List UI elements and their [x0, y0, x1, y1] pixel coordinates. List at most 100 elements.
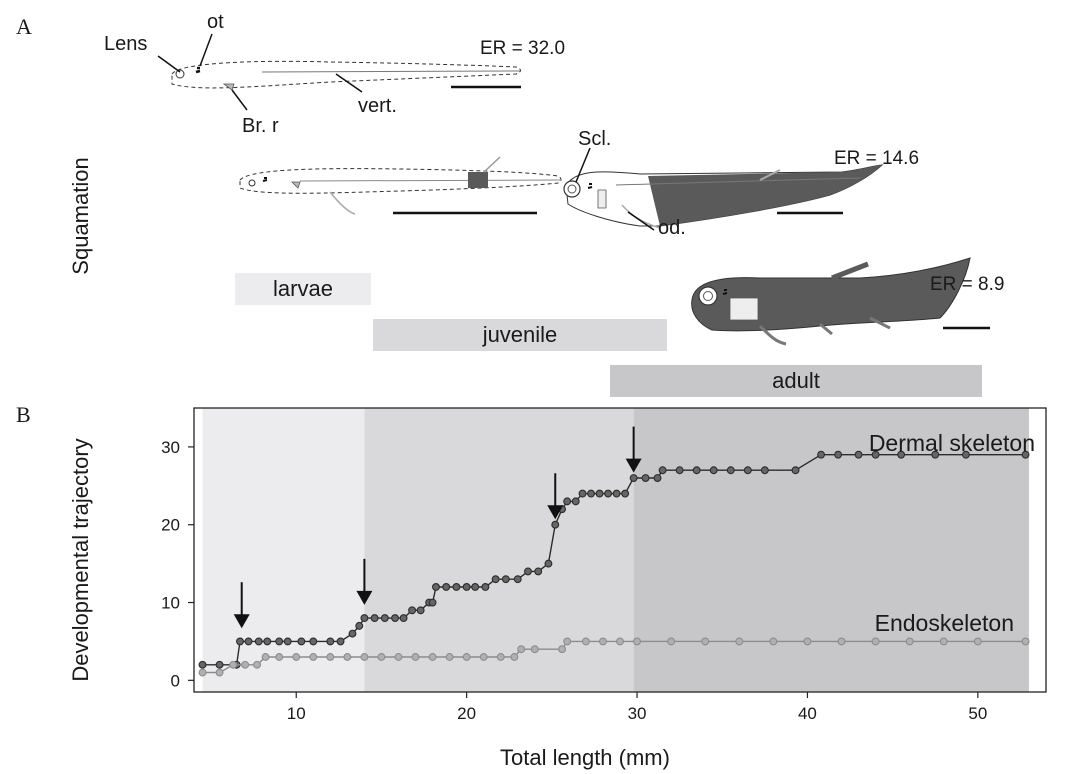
data-point [633, 637, 641, 646]
y-tick-label: 0 [171, 671, 180, 690]
y-tick-label: 10 [161, 594, 180, 613]
data-point [629, 474, 638, 482]
data-point [563, 637, 572, 646]
data-point [658, 466, 667, 475]
data-point [675, 466, 684, 475]
data-point [558, 505, 567, 514]
data-point [370, 614, 379, 623]
arrows-layer [233, 426, 642, 629]
data-point [360, 614, 369, 623]
data-point [581, 637, 590, 646]
stage-bar-juvenile: juvenile [373, 319, 667, 351]
data-point [377, 653, 386, 661]
data-point [653, 474, 662, 482]
data-point [973, 637, 982, 646]
data-point [726, 466, 735, 475]
data-point [571, 497, 580, 506]
series-layer [198, 450, 1030, 677]
arrow-head [547, 505, 564, 520]
data-point [380, 614, 389, 623]
data-point [261, 653, 270, 661]
data-point [791, 466, 800, 475]
x-tick-label: 20 [457, 704, 476, 723]
data-point [348, 629, 357, 638]
data-point [1021, 637, 1030, 646]
late-larva-fish-outline [239, 156, 562, 215]
stage-band-juvenile [364, 408, 634, 692]
data-point [735, 637, 744, 646]
stage-bar-adult: adult [610, 365, 982, 397]
adult-fish [691, 257, 990, 346]
data-point [462, 653, 471, 661]
data-point [621, 489, 630, 498]
scl-label: Scl. [578, 128, 611, 150]
stage-bands [202, 408, 1029, 692]
data-point [297, 637, 306, 646]
data-point [471, 583, 480, 591]
data-point [254, 637, 263, 646]
data-point [428, 653, 437, 661]
axes [188, 407, 1047, 698]
data-point [263, 637, 272, 646]
stage-bar-larvae: larvae [235, 273, 371, 305]
data-point [595, 489, 604, 498]
data-point [309, 653, 318, 661]
squamation-illustration: Squamation Lens ot Br. r vert. ER = 32.0 [68, 11, 1004, 346]
data-point [854, 450, 863, 459]
data-point [232, 660, 241, 669]
data-point [496, 653, 505, 661]
data-point [551, 520, 560, 529]
data-point [283, 637, 292, 646]
data-point [491, 575, 500, 584]
data-point [524, 567, 532, 576]
arrow-head [356, 590, 373, 605]
data-point [760, 466, 769, 475]
data-point [479, 653, 488, 661]
data-point [452, 583, 461, 591]
data-point [275, 653, 284, 661]
series-label-endo: Endoskeleton [875, 610, 1014, 636]
data-point [961, 450, 970, 459]
data-point [275, 637, 284, 646]
y-tick-label: 20 [161, 516, 180, 535]
panel-a-letter: A [16, 14, 32, 39]
data-point [198, 668, 207, 677]
data-point [336, 637, 345, 646]
data-point [416, 606, 425, 615]
data-point [612, 489, 621, 498]
data-point [701, 637, 710, 646]
od-label: od. [658, 217, 686, 239]
stage-band-larvae [202, 408, 365, 692]
arrow-head [625, 458, 642, 473]
stage-band-adult [633, 408, 1029, 692]
x-tick-label: 30 [628, 704, 647, 723]
data-point [578, 489, 587, 498]
data-point [229, 660, 238, 669]
data-point [394, 653, 403, 661]
data-point [834, 450, 843, 459]
data-point [544, 559, 553, 568]
data-point [253, 660, 261, 669]
data-point [563, 497, 572, 506]
arrow-head [233, 614, 250, 629]
data-point [241, 660, 250, 669]
data-point [326, 653, 335, 661]
er-value-2: ER = 14.6 [834, 148, 919, 169]
text-layer: 10 20 30 40 50 0 10 20 30 Total length (mm) Develo… [68, 430, 1035, 770]
er-value-3: ER = 8.9 [930, 274, 1004, 295]
data-point [432, 583, 440, 591]
data-point [587, 489, 595, 498]
data-point [517, 645, 526, 654]
data-point [817, 450, 826, 459]
data-point [425, 598, 434, 607]
data-point [236, 637, 244, 646]
series-line-0 [202, 454, 1026, 666]
x-tick-label: 40 [798, 704, 817, 723]
data-point [1021, 450, 1030, 459]
data-point [399, 614, 408, 623]
data-point [530, 645, 539, 654]
data-point [355, 621, 364, 630]
br-r-label: Br. r [242, 115, 279, 137]
series-label-dermal: Dermal skeleton [869, 430, 1035, 456]
data-point [445, 653, 454, 661]
